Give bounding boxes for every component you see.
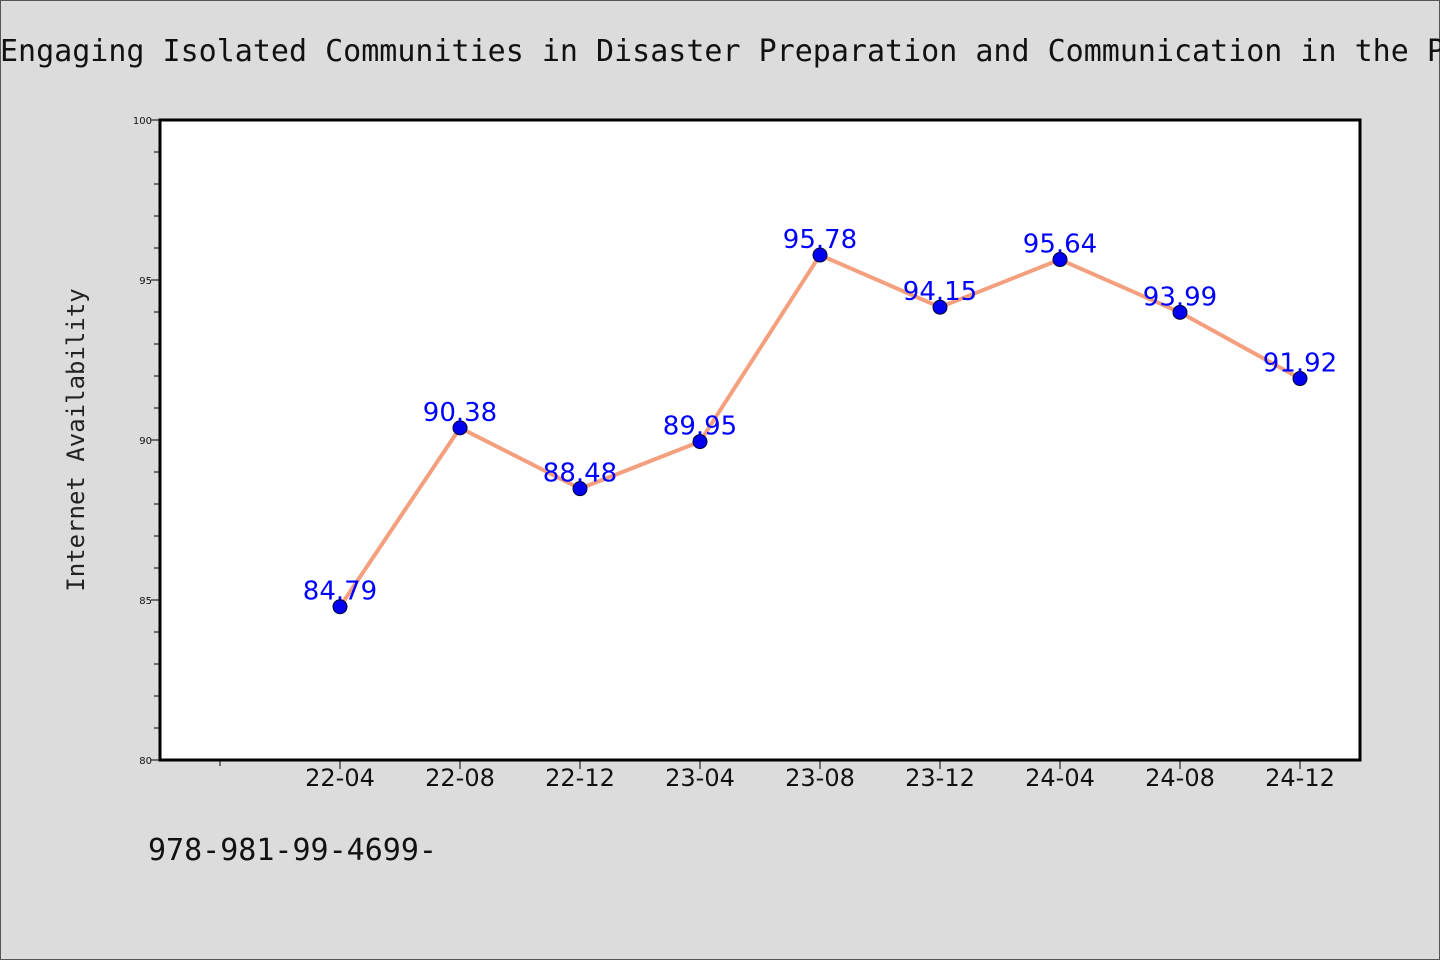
x-tick-label: 22-12 bbox=[545, 764, 615, 792]
footer-code: 978-981-99-4699- bbox=[148, 833, 437, 868]
y-tick-label: 90 bbox=[139, 436, 152, 447]
x-axis: 22-04 22-08 22-12 23-04 23-08 23-12 24-04 24-08… bbox=[219, 760, 1335, 792]
data-point bbox=[1292, 371, 1308, 387]
y-axis-label: Internet Availability bbox=[62, 288, 90, 591]
y-tick-label: 95 bbox=[139, 276, 152, 287]
data-point bbox=[572, 481, 588, 497]
data-point bbox=[812, 247, 828, 263]
data-label: 84.79 bbox=[303, 577, 377, 607]
x-tick-label: 23-04 bbox=[665, 764, 735, 792]
data-point bbox=[332, 599, 348, 615]
data-point bbox=[692, 434, 708, 450]
data-label: 93.99 bbox=[1143, 282, 1217, 312]
data-point bbox=[1172, 304, 1188, 320]
x-tick-label: 23-08 bbox=[785, 764, 855, 792]
data-label: 88.48 bbox=[543, 459, 617, 489]
data-point bbox=[1052, 252, 1068, 268]
x-tick-label: 24-08 bbox=[1145, 764, 1215, 792]
data-point bbox=[932, 299, 948, 315]
data-label: 89.95 bbox=[663, 412, 737, 442]
y-tick-label: 80 bbox=[139, 756, 152, 767]
series-group: 84.79 90.38 88.48 89.95 95.78 94.15 95.64 93.99… bbox=[303, 225, 1337, 615]
data-point bbox=[452, 420, 468, 436]
chart-title: Engaging Isolated Communities in Disaste… bbox=[0, 34, 1440, 69]
y-tick-label: 85 bbox=[139, 596, 152, 607]
data-label: 90.38 bbox=[423, 398, 497, 428]
y-axis: 80 85 90 95 100 bbox=[133, 116, 160, 767]
data-label: 94.15 bbox=[903, 277, 977, 307]
x-tick-label: 22-04 bbox=[305, 764, 375, 792]
data-label: 95.64 bbox=[1023, 230, 1097, 260]
x-tick-label: 24-12 bbox=[1265, 764, 1335, 792]
y-tick-label: 100 bbox=[133, 116, 152, 127]
x-tick-label: 23-12 bbox=[905, 764, 975, 792]
x-tick-label: 24-04 bbox=[1025, 764, 1095, 792]
data-label: 91.92 bbox=[1263, 349, 1337, 379]
plot-area bbox=[158, 118, 1362, 762]
x-tick-label: 22-08 bbox=[425, 764, 495, 792]
data-label: 95.78 bbox=[783, 225, 857, 255]
